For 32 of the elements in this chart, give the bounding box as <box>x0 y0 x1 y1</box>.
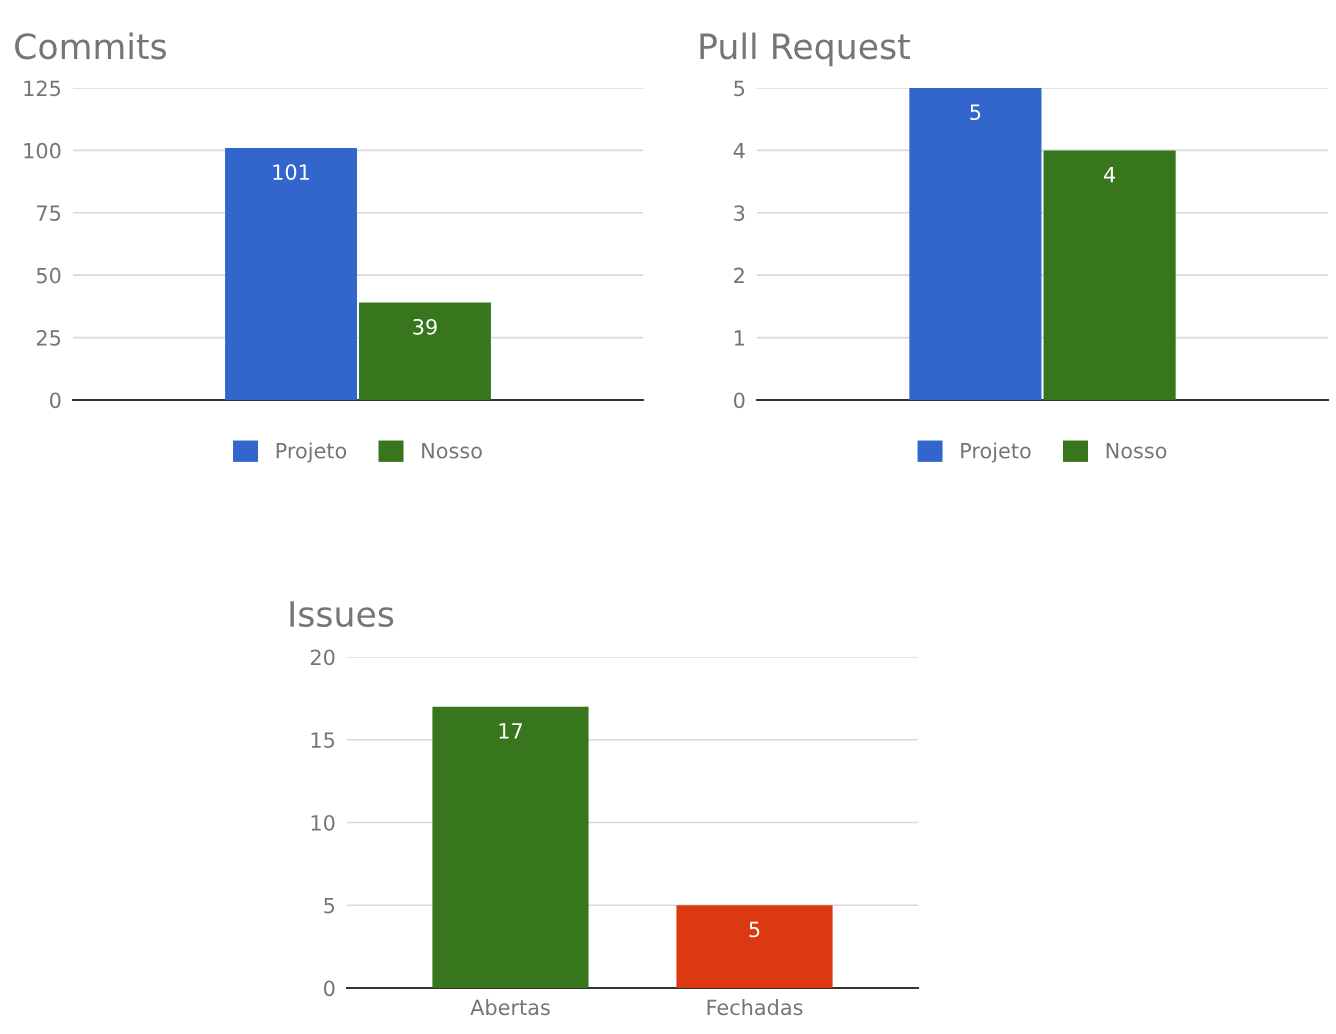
y-tick-label: 75 <box>37 205 61 221</box>
data-label: 101 <box>273 164 309 180</box>
y-tick-label: 20 <box>310 649 335 666</box>
y-tick-label: 25 <box>36 330 61 346</box>
data-label: 5 <box>970 104 981 121</box>
x-tick-label: Fechadas <box>707 999 803 1016</box>
data-label: 39 <box>413 318 437 335</box>
y-tick-label: 4 <box>733 143 745 159</box>
legend-label: Projeto <box>961 442 1031 463</box>
y-tick-label: 0 <box>50 392 61 409</box>
y-tick-label: 5 <box>324 897 335 914</box>
y-tick-label: 100 <box>24 142 61 159</box>
y-tick-label: 10 <box>311 814 335 831</box>
chart-title: Pull Request <box>700 32 910 67</box>
data-label: 4 <box>1103 166 1116 183</box>
y-tick-label: 0 <box>324 980 335 997</box>
y-tick-label: 50 <box>36 267 61 284</box>
data-label: 17 <box>499 723 522 739</box>
y-tick-label: 0 <box>734 392 745 409</box>
legend-label: Nosso <box>1106 443 1167 459</box>
legend-label: Projeto <box>276 442 347 463</box>
chart-title: Issues <box>290 601 394 628</box>
y-tick-label: 5 <box>734 80 745 97</box>
y-tick-label: 2 <box>734 267 744 284</box>
chart-title: Commits <box>15 32 166 60</box>
x-tick-label: Abertas <box>470 999 550 1016</box>
y-tick-label: 3 <box>734 205 745 221</box>
y-tick-label: 125 <box>24 80 61 97</box>
legend-label: Nosso <box>422 443 482 459</box>
y-tick-label: 15 <box>311 732 335 748</box>
data-label: 5 <box>749 921 760 938</box>
y-tick-label: 1 <box>734 330 744 346</box>
